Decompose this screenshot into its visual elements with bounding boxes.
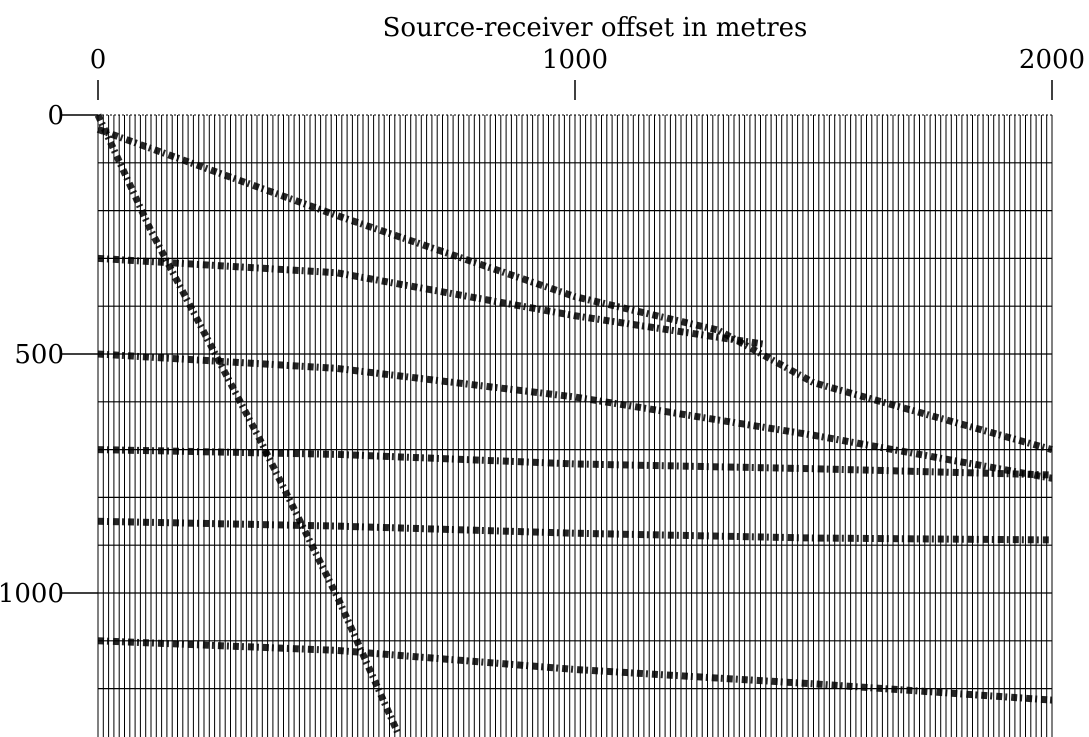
x-axis-title: Source-receiver offset in metres (383, 13, 808, 43)
event (96, 126, 1053, 453)
x-tick-label: 0 (90, 45, 107, 75)
y-tick-label: 0 (47, 101, 64, 131)
event (97, 517, 1053, 544)
event (97, 446, 1053, 479)
x-tick-label: 1000 (542, 45, 608, 75)
event (94, 113, 402, 736)
y-tick-label: 500 (14, 340, 64, 370)
event (97, 254, 767, 348)
x-tick-label: 2000 (1019, 45, 1085, 75)
event (97, 637, 1053, 704)
event (97, 350, 1053, 482)
y-tick-label: 1000 (0, 579, 64, 609)
